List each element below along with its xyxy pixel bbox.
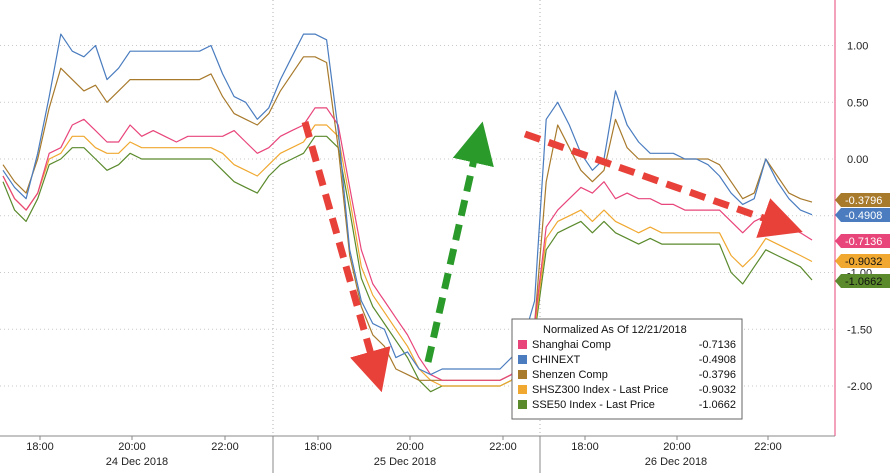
last-value-tag: -0.7136: [835, 234, 890, 248]
legend-item: CHINEXT -0.4908: [518, 354, 736, 366]
x-tick-label: 22:00: [489, 441, 517, 453]
x-tick-label: 18:00: [304, 441, 332, 453]
series-line-shenzen-comp: [2, 56, 813, 381]
trend-arrow-down: [301, 121, 391, 393]
last-value-tag: -0.4908: [835, 208, 890, 222]
tag-bg: [835, 254, 890, 268]
legend-swatch: [518, 370, 527, 379]
trend-arrow-up: [424, 121, 494, 363]
tag-bg: [835, 274, 890, 288]
day-label: 25 Dec 2018: [374, 456, 436, 468]
legend-series-name: SSE50 Index - Last Price: [532, 399, 655, 411]
y-tick-label: 0.00: [847, 154, 868, 166]
tag-value: -0.3796: [845, 195, 882, 207]
legend-series-name: Shenzen Comp: [532, 369, 608, 381]
legend-series-name: CHINEXT: [532, 354, 581, 366]
tag-value: -0.7136: [845, 236, 882, 248]
x-tick-label: 22:00: [754, 441, 782, 453]
legend-series-name: Shanghai Comp: [532, 339, 611, 351]
legend-swatch: [518, 385, 527, 394]
legend-swatch: [518, 355, 527, 364]
tag-value: -0.9032: [845, 256, 882, 268]
legend-series-value: -0.3796: [699, 369, 736, 381]
legend: Normalized As Of 12/21/2018 Shanghai Comp…: [511, 318, 743, 420]
legend-series-value: -1.0662: [699, 399, 736, 411]
x-axis: 18:00 20:00 22:00 18:00 20:00 22:00 18:00 20:00…: [0, 435, 835, 473]
series-line-sse50-index-last-price: [2, 135, 813, 393]
series-line-shsz300-index-last-price: [2, 124, 813, 387]
legend-item: SSE50 Index - Last Price -1.0662: [518, 399, 736, 411]
tag-bg: [835, 208, 890, 222]
series-lines: [2, 33, 813, 393]
last-value-tag: -0.3796: [835, 193, 890, 207]
day-label: 26 Dec 2018: [645, 456, 707, 468]
y-tick-label: 1.00: [847, 41, 868, 53]
legend-swatch: [518, 400, 527, 409]
last-value-tag: -0.9032: [835, 254, 890, 268]
tag-bg: [835, 193, 890, 207]
y-tick-label: -1.50: [847, 324, 872, 336]
trend-arrow-down: [523, 130, 803, 238]
tag-value: -0.4908: [845, 210, 882, 222]
legend-title: Normalized As Of 12/21/2018: [543, 324, 687, 336]
legend-item: Shanghai Comp -0.7136: [518, 339, 736, 351]
day-separators: [272, 0, 541, 436]
legend-box: [511, 318, 743, 420]
last-value-tag: -1.0662: [835, 274, 890, 288]
legend-swatch: [518, 340, 527, 349]
tag-value: -1.0662: [845, 276, 882, 288]
x-tick-label: 22:00: [211, 441, 239, 453]
legend-series-value: -0.7136: [699, 339, 736, 351]
y-tick-label: 0.50: [847, 97, 868, 109]
legend-series-name: SHSZ300 Index - Last Price: [532, 384, 668, 396]
last-value-tags: -0.3796 -0.4908 -0.7136 -0.9032 -1.0662: [835, 193, 890, 288]
x-tick-label: 20:00: [396, 441, 424, 453]
series-line-chinext: [2, 33, 813, 376]
y-tick-label: -2.00: [847, 381, 872, 393]
trend-arrows: [301, 121, 803, 393]
day-label: 24 Dec 2018: [106, 456, 168, 468]
legend-series-value: -0.4908: [699, 354, 736, 366]
x-tick-label: 20:00: [663, 441, 691, 453]
x-tick-label: 18:00: [571, 441, 599, 453]
x-tick-label: 18:00: [26, 441, 54, 453]
legend-series-value: -0.9032: [699, 384, 736, 396]
series-line-shanghai-comp: [2, 107, 813, 381]
x-tick-label: 20:00: [118, 441, 146, 453]
tag-bg: [835, 234, 890, 248]
legend-item: Shenzen Comp -0.3796: [518, 369, 736, 381]
legend-item: SHSZ300 Index - Last Price -0.9032: [518, 384, 736, 396]
